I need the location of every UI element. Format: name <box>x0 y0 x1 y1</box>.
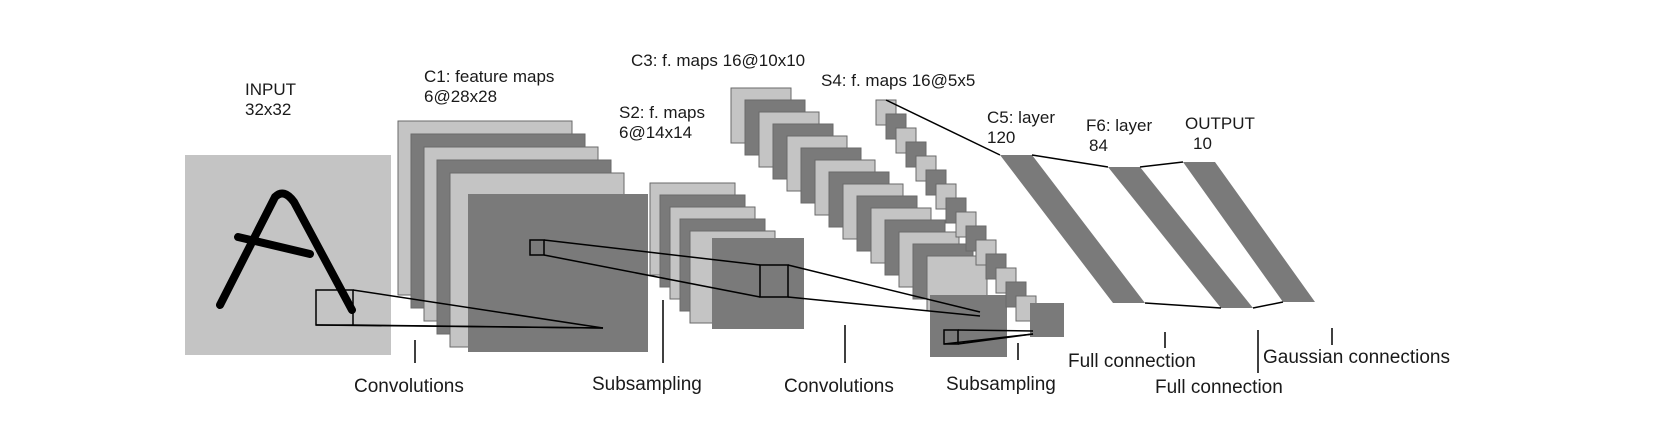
c1-receptive-field <box>529 239 545 256</box>
f6-size-label: 84 <box>1089 136 1108 155</box>
convolutions-label-1: Convolutions <box>354 376 464 397</box>
c3-label: C3: f. maps 16@10x10 <box>631 51 805 70</box>
sub2-projection <box>943 329 1034 345</box>
s2-label: S2: f. maps <box>619 103 705 122</box>
full-connection-label-2: Full connection <box>1155 377 1283 398</box>
input-size-label: 32x32 <box>245 100 291 119</box>
input-image <box>185 155 391 355</box>
s2-feature-maps <box>649 182 804 329</box>
sub1-projection <box>543 239 761 298</box>
convolutions-label-2: Convolutions <box>784 376 894 397</box>
c3-receptive-field <box>943 329 959 345</box>
s4-label: S4: f. maps 16@5x5 <box>821 71 975 90</box>
c5-label: C5: layer <box>987 108 1055 127</box>
f6-layer-band <box>1108 167 1253 308</box>
s2-receptive-field <box>759 264 789 298</box>
output-size-label: 10 <box>1193 134 1212 153</box>
s4-map <box>1030 303 1064 337</box>
s4-c5-connector <box>885 99 1001 156</box>
input-layer <box>185 155 391 355</box>
c3-feature-maps <box>730 87 1007 357</box>
c1-size-label: 6@28x28 <box>424 87 497 106</box>
output-label: OUTPUT <box>1185 114 1255 133</box>
subsampling-label-2: Subsampling <box>946 374 1056 395</box>
c1-label: C1: feature maps <box>424 67 554 86</box>
s2-size-label: 6@14x14 <box>619 123 692 142</box>
s2-map <box>712 238 804 329</box>
input-label: INPUT <box>245 80 296 99</box>
fc-layers <box>1000 154 1315 309</box>
f6-label: F6: layer <box>1086 116 1152 135</box>
full-connection-label-1: Full connection <box>1068 351 1196 372</box>
c3-map <box>930 295 1007 357</box>
c5-size-label: 120 <box>987 128 1015 147</box>
gaussian-connections-label: Gaussian connections <box>1263 347 1450 368</box>
c1-feature-maps <box>397 120 648 352</box>
layer-labels: INPUT 32x32 C1: feature maps 6@28x28 S2:… <box>245 51 1255 155</box>
conv1-projection <box>315 289 604 329</box>
subsampling-label-1: Subsampling <box>592 374 702 395</box>
c5-layer-band <box>1000 155 1145 303</box>
fc-connectors <box>1031 154 1284 309</box>
output-layer-band <box>1183 162 1315 302</box>
operation-labels: Convolutions Subsampling Convolutions Su… <box>354 347 1450 398</box>
s4-feature-maps <box>875 99 1064 337</box>
letter-a-glyph <box>216 189 356 314</box>
conv2-projection <box>787 264 981 317</box>
operation-pointers <box>414 300 1333 373</box>
c1-map <box>468 194 648 352</box>
